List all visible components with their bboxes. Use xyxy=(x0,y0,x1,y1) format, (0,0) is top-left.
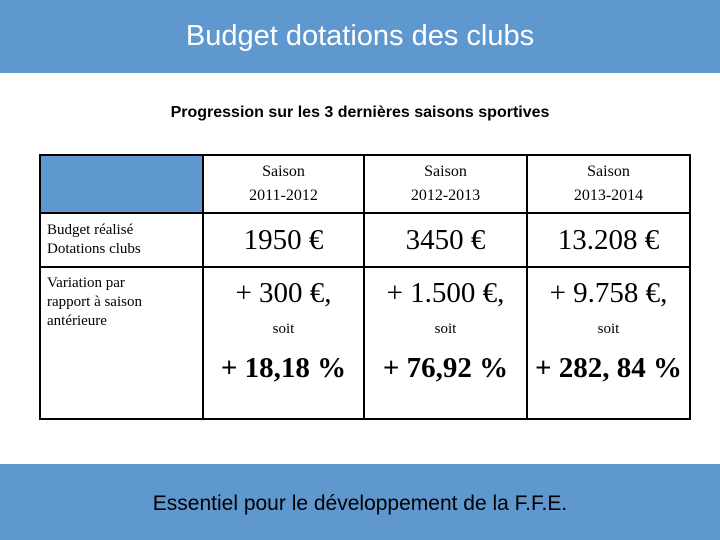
column-header-line2: 2013-2014 xyxy=(573,187,644,204)
table-header-row: Saison 2011-2012 Saison 2012-2013 Saison… xyxy=(39,154,691,214)
footer-text: Essentiel pour le développement de la F.… xyxy=(152,492,568,515)
column-header-line2: 2012-2013 xyxy=(410,187,481,204)
variation-percent: + 18,18 % xyxy=(220,352,347,384)
budget-value-2013-2014: 13.208 € xyxy=(526,212,691,268)
row-label-variation: Variation par rapport à saison antérieur… xyxy=(39,266,204,420)
row-label-line1: Budget réalisé xyxy=(47,222,134,238)
column-header-line1: Saison xyxy=(424,163,467,180)
variation-cell-2013-2014: + 9.758 €, soit + 282, 84 % xyxy=(526,266,691,420)
variation-amount: + 9.758 €, xyxy=(549,277,668,309)
variation-cell-2012-2013: + 1.500 €, soit + 76,92 % xyxy=(363,266,528,420)
row-label-line2: rapport à saison xyxy=(47,294,142,310)
variation-soit: soit xyxy=(272,321,295,337)
table-row-variation: Variation par rapport à saison antérieur… xyxy=(39,266,691,420)
slide-title: Budget dotations des clubs xyxy=(185,20,535,52)
variation-soit: soit xyxy=(434,321,457,337)
column-header-2013-2014: Saison 2013-2014 xyxy=(526,154,691,214)
table-subtitle: Progression sur les 3 dernières saisons … xyxy=(170,104,550,121)
variation-percent: + 76,92 % xyxy=(382,352,509,384)
column-header-2012-2013: Saison 2012-2013 xyxy=(363,154,528,214)
variation-cell-2011-2012: + 300 €, soit + 18,18 % xyxy=(202,266,365,420)
variation-percent: + 282, 84 % xyxy=(534,352,683,384)
variation-amount: + 300 €, xyxy=(235,277,332,309)
row-label-line2: Dotations clubs xyxy=(47,241,141,257)
row-label-budget: Budget réalisé Dotations clubs xyxy=(39,212,204,268)
column-header-2011-2012: Saison 2011-2012 xyxy=(202,154,365,214)
variation-amount: + 1.500 €, xyxy=(386,277,505,309)
budget-value-2011-2012: 1950 € xyxy=(202,212,365,268)
row-label-line3: antérieure xyxy=(47,313,107,329)
column-header-line2: 2011-2012 xyxy=(249,187,318,204)
header-corner-cell xyxy=(39,154,204,214)
slide-header: Budget dotations des clubs xyxy=(0,0,720,73)
variation-soit: soit xyxy=(597,321,620,337)
row-label-line1: Variation par xyxy=(47,275,125,291)
column-header-line1: Saison xyxy=(587,163,630,180)
budget-value-2012-2013: 3450 € xyxy=(363,212,528,268)
budget-table: Saison 2011-2012 Saison 2012-2013 Saison… xyxy=(39,154,691,420)
table-row-budget: Budget réalisé Dotations clubs 1950 € 34… xyxy=(39,212,691,268)
slide-footer: Essentiel pour le développement de la F.… xyxy=(0,464,720,540)
column-header-line1: Saison xyxy=(262,163,305,180)
